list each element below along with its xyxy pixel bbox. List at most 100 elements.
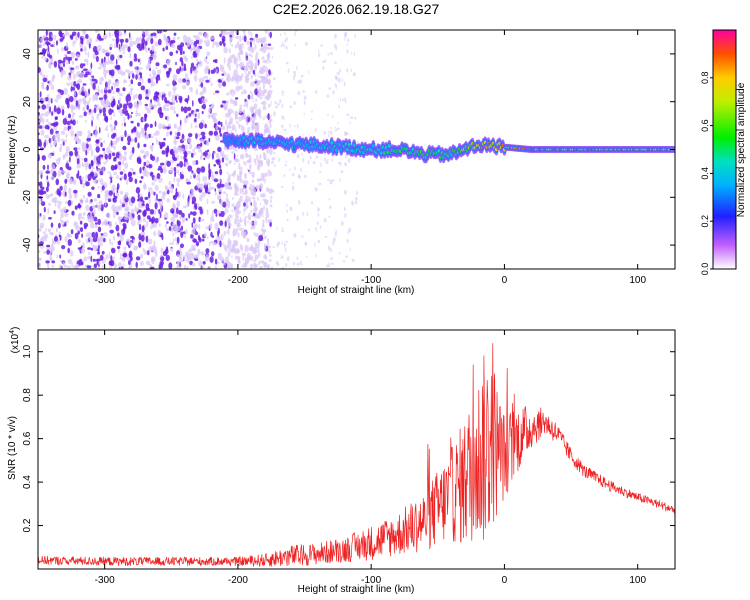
noise-speck	[337, 121, 339, 125]
noise-speck	[165, 70, 171, 75]
noise-speck	[134, 93, 138, 99]
noise-speck	[59, 254, 62, 259]
noise-speck	[128, 37, 133, 41]
noise-speck	[176, 207, 179, 215]
noise-speck	[251, 179, 255, 182]
noise-speck	[102, 147, 106, 152]
noise-speck	[193, 239, 196, 243]
noise-speck	[271, 157, 274, 161]
noise-speck	[52, 122, 58, 127]
noise-speck	[74, 205, 78, 210]
noise-speck	[42, 77, 48, 83]
noise-speck	[85, 197, 88, 203]
noise-speck	[83, 74, 88, 78]
noise-speck	[94, 225, 98, 229]
noise-speck	[114, 30, 118, 36]
noise-speck	[215, 134, 220, 141]
noise-speck	[238, 219, 241, 224]
noise-speck	[98, 266, 100, 269]
noise-speck	[316, 221, 319, 225]
noise-speck	[315, 227, 317, 232]
noise-speck	[199, 91, 204, 96]
noise-speck	[324, 157, 327, 162]
noise-speck	[50, 248, 53, 254]
noise-speck	[353, 51, 355, 57]
y-tick-label: 40	[22, 48, 33, 60]
noise-speck	[157, 198, 163, 202]
noise-speck	[352, 72, 355, 77]
noise-speck	[66, 82, 71, 86]
noise-speck	[234, 44, 238, 49]
noise-speck	[59, 31, 62, 38]
noise-speck	[110, 54, 115, 61]
noise-speck	[53, 42, 56, 48]
noise-speck	[45, 30, 48, 36]
noise-speck	[200, 138, 204, 143]
noise-speck	[271, 189, 274, 192]
noise-speck	[161, 191, 166, 196]
noise-speck	[42, 50, 47, 54]
noise-speck	[66, 160, 70, 163]
noise-speck	[50, 143, 53, 149]
noise-speck	[248, 246, 253, 252]
noise-speck	[244, 77, 249, 84]
noise-speck	[298, 175, 302, 179]
noise-speck	[162, 166, 165, 171]
noise-speck	[55, 158, 61, 165]
noise-speck	[56, 200, 61, 204]
noise-speck	[289, 207, 292, 211]
noise-speck	[248, 53, 252, 57]
noise-speck	[207, 188, 211, 193]
noise-speck	[303, 112, 306, 116]
noise-speck	[197, 146, 202, 149]
noise-speck	[72, 112, 76, 116]
noise-speck	[103, 219, 109, 227]
noise-speck	[150, 135, 154, 139]
noise-speck	[157, 168, 160, 171]
noise-speck	[156, 69, 162, 74]
snr-x-ticks: -300 -200 -100 0 100	[95, 330, 646, 586]
noise-speck	[264, 235, 267, 239]
noise-speck	[158, 141, 161, 146]
noise-speck	[123, 246, 127, 251]
noise-speck	[144, 117, 147, 122]
noise-speck	[182, 85, 187, 90]
noise-speck	[242, 213, 245, 216]
figure-title: C2E2.2026.062.19.18.G27	[273, 1, 440, 17]
noise-speck	[39, 181, 43, 189]
noise-speck	[272, 246, 276, 249]
noise-speck	[82, 194, 85, 199]
multiplier-base: (x10	[10, 333, 21, 353]
noise-speck	[155, 80, 159, 84]
noise-speck	[63, 154, 65, 160]
noise-speck	[82, 212, 86, 216]
noise-speck	[192, 112, 195, 117]
noise-speck	[90, 255, 93, 263]
noise-speck	[119, 103, 123, 109]
noise-speck	[103, 112, 106, 117]
noise-speck	[128, 102, 133, 109]
noise-speck	[274, 101, 277, 105]
noise-speck	[166, 145, 170, 152]
noise-speck	[73, 73, 76, 80]
noise-speck	[250, 209, 253, 214]
noise-speck	[145, 260, 151, 266]
x-tick-label: 0	[502, 275, 508, 286]
noise-speck	[41, 155, 46, 161]
noise-speck	[93, 209, 96, 215]
multiplier-exponent: 4	[9, 330, 16, 334]
noise-speck	[273, 151, 276, 155]
noise-speck	[251, 224, 256, 230]
noise-speck	[95, 162, 98, 165]
noise-speck	[90, 159, 94, 166]
noise-speck	[258, 93, 262, 97]
noise-speck	[47, 228, 52, 233]
noise-speck	[206, 182, 212, 186]
noise-speck	[226, 76, 232, 83]
noise-speck	[346, 68, 349, 73]
noise-speck	[192, 217, 196, 224]
noise-speck	[280, 255, 284, 260]
noise-speck	[225, 231, 227, 234]
noise-speck	[67, 199, 72, 207]
